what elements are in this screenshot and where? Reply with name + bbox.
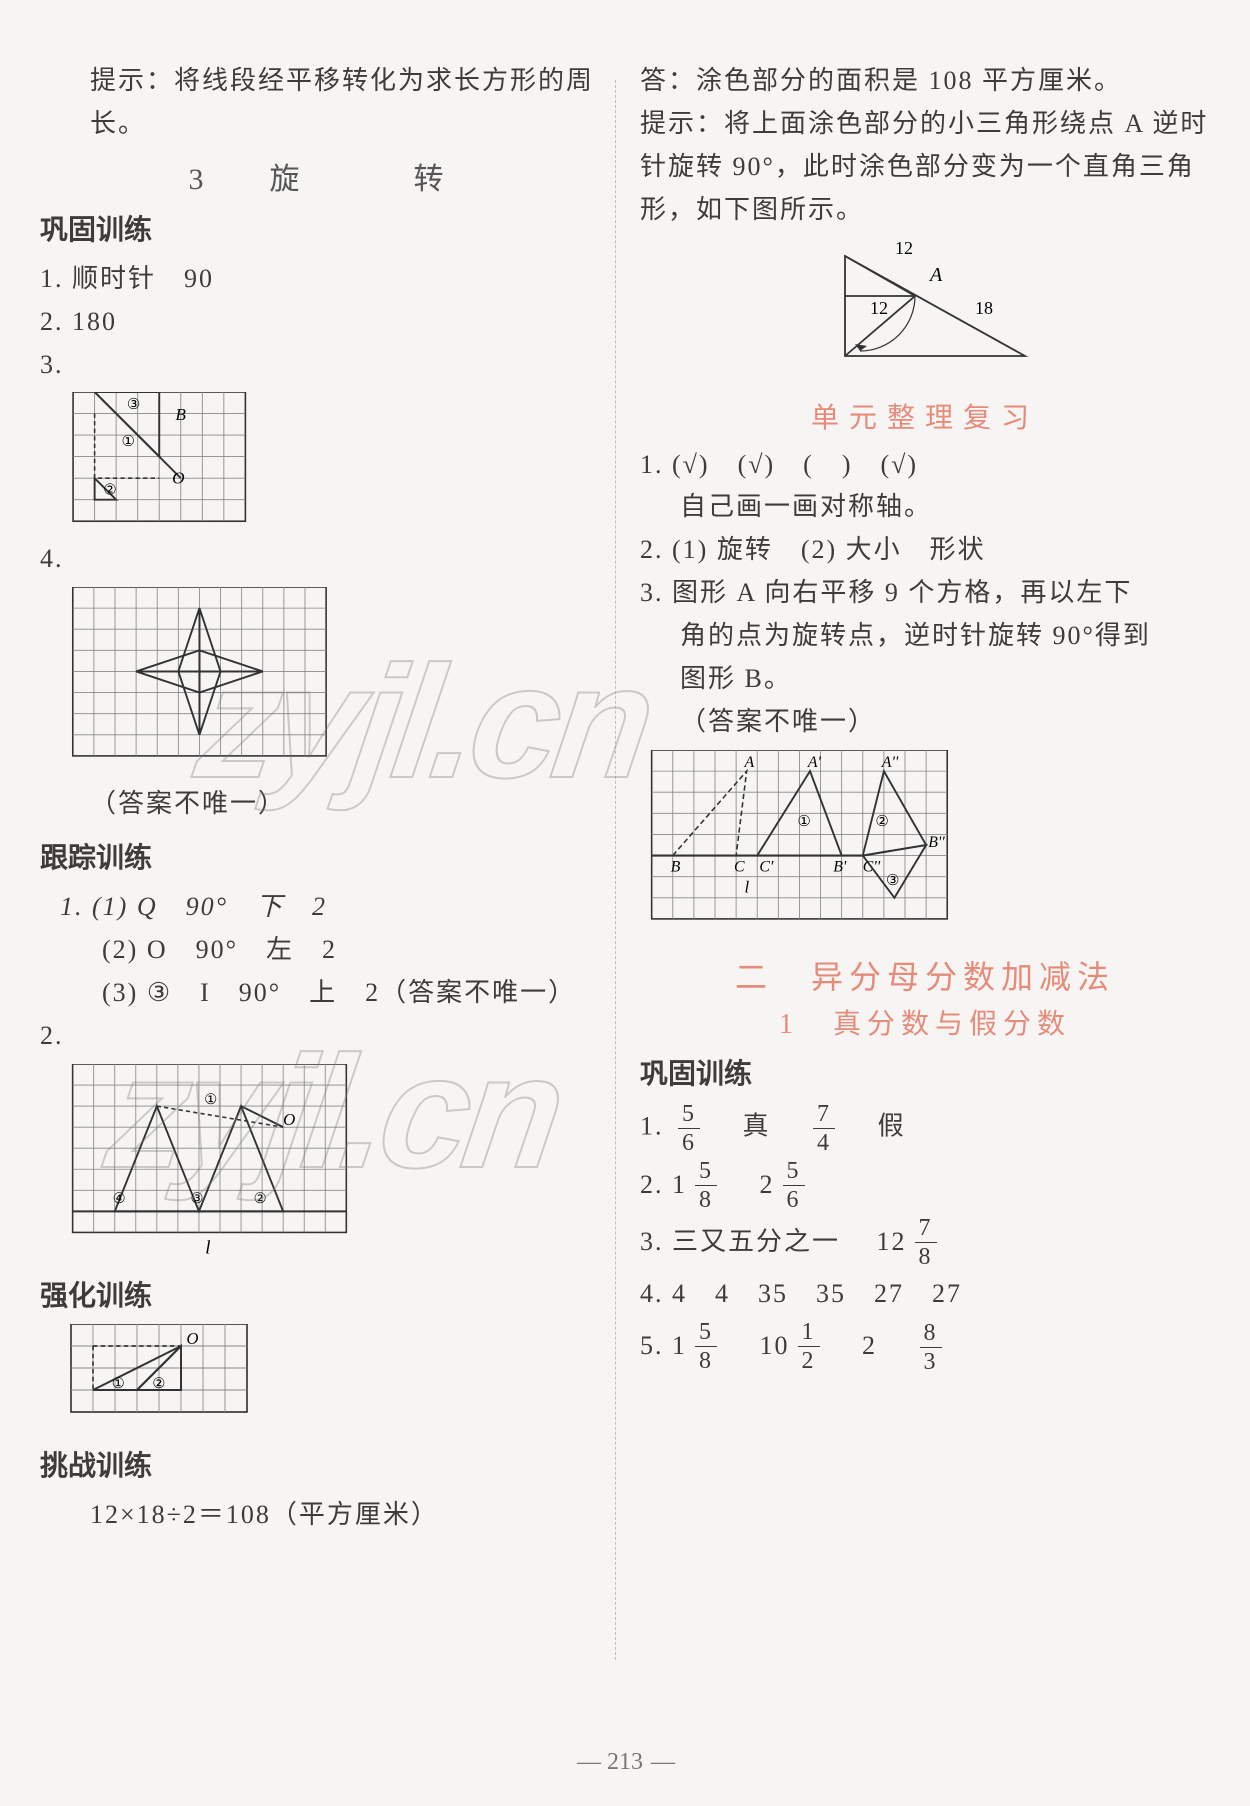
grid-qh: ① ② O: [70, 1324, 270, 1434]
r3c: 图形 B。: [640, 658, 1210, 701]
rq5: 5. 158 1012 2 83: [640, 1320, 1210, 1375]
t1-2: (2) O 90° 左 2: [40, 929, 610, 972]
svg-text:O: O: [187, 1329, 199, 1348]
r3d: （答案不唯一）: [640, 701, 1210, 744]
svg-text:C': C': [759, 858, 774, 875]
svg-text:B: B: [175, 405, 186, 424]
svg-text:①: ①: [797, 814, 810, 830]
r3b: 角的点为旋转点，逆时针旋转 90°得到: [640, 615, 1210, 658]
tz-calc: 12×18÷2＝108（平方厘米）: [40, 1494, 610, 1537]
triangle-diagram: 12 A 12 18: [795, 236, 1055, 386]
t1-1: 1. (1) Q 90° 下 2: [40, 886, 610, 929]
svg-text:③: ③: [886, 873, 899, 889]
page-footer: —213—: [0, 1749, 1250, 1776]
r-gonggu: 巩固训练: [640, 1052, 1210, 1092]
svg-text:A: A: [928, 264, 943, 286]
grid-q4: [70, 587, 350, 777]
grid-t2: ① O ④ ③ ② l: [70, 1064, 370, 1264]
svg-text:①: ①: [112, 1376, 125, 1392]
svg-text:A'': A'': [881, 754, 899, 771]
big-heading: 二 异分母分数加减法: [640, 952, 1210, 998]
t1-3: (3) ③ I 90° 上 2（答案不唯一）: [40, 972, 610, 1015]
section-3-title: 3 旋 转: [40, 154, 610, 198]
r3a: 3. 图形 A 向右平移 9 个方格，再以左下: [640, 572, 1210, 615]
r-ans1: 答：涂色部分的面积是 108 平方厘米。: [640, 60, 1210, 103]
q1: 1. 顺时针 90: [40, 258, 610, 301]
tip-text: 提示：将线段经平移转化为求长方形的周长。: [40, 60, 610, 146]
svg-text:12: 12: [870, 298, 888, 318]
svg-text:②: ②: [103, 483, 117, 499]
qianghua-heading: 强化训练: [40, 1274, 610, 1314]
r2: 2. (1) 旋转 (2) 大小 形状: [640, 529, 1210, 572]
svg-text:C'': C'': [863, 858, 881, 875]
svg-text:②: ②: [875, 814, 888, 830]
page-number: 213: [607, 1749, 643, 1775]
sub-heading: 1 真分数与假分数: [640, 1002, 1210, 1042]
svg-text:18: 18: [975, 298, 993, 318]
left-column: 提示：将线段经平移转化为求长方形的周长。 3 旋 转 巩固训练 1. 顺时针 9…: [40, 60, 610, 1537]
tip-line1: 提示：将线段经平移转化为求长方形的周长。: [90, 66, 594, 138]
rq2: 2. 158 256: [640, 1159, 1210, 1212]
gonggu-heading: 巩固训练: [40, 208, 610, 248]
svg-text:C: C: [734, 858, 745, 875]
column-divider: [615, 80, 616, 1660]
rq4: 4. 4 4 35 35 27 27: [640, 1273, 1210, 1316]
svg-text:①: ①: [204, 1092, 217, 1108]
svg-text:③: ③: [127, 398, 141, 414]
grid-q3: ③ B ① O ②: [70, 392, 270, 532]
q4-note: （答案不唯一）: [40, 783, 610, 826]
unit-review-title: 单元整理复习: [640, 396, 1210, 436]
q3-label: 3.: [40, 344, 610, 387]
genzong-heading: 跟踪训练: [40, 836, 610, 876]
svg-text:④: ④: [113, 1191, 126, 1207]
rq1: 1. 56 真 74 假: [640, 1102, 1210, 1155]
svg-text:O: O: [172, 469, 185, 488]
svg-text:A': A': [807, 754, 822, 771]
t2-label: 2.: [40, 1015, 610, 1058]
svg-text:B': B': [833, 858, 847, 875]
q2: 2. 180: [40, 301, 610, 344]
right-column: 答：涂色部分的面积是 108 平方厘米。 提示：将上面涂色部分的小三角形绕点 A…: [640, 60, 1210, 1537]
q4-label: 4.: [40, 538, 610, 581]
svg-text:B: B: [671, 858, 681, 875]
svg-text:l: l: [745, 877, 750, 896]
svg-text:12: 12: [895, 238, 913, 258]
r1b: 自己画一画对称轴。: [640, 486, 1210, 529]
grid-right: A A' A'' ① ② B'' B C C' B' C'' ③ l: [650, 750, 970, 940]
tiaozhan-heading: 挑战训练: [40, 1444, 610, 1484]
svg-text:A: A: [744, 754, 755, 771]
r1: 1. (√) (√) ( ) (√): [640, 444, 1210, 487]
svg-text:③: ③: [191, 1191, 204, 1207]
r-tip: 提示：将上面涂色部分的小三角形绕点 A 逆时针旋转 90°，此时涂色部分变为一个…: [640, 103, 1210, 232]
svg-text:①: ①: [122, 434, 136, 450]
svg-text:B'': B'': [928, 834, 945, 851]
svg-text:l: l: [205, 1237, 210, 1258]
svg-text:O: O: [283, 1110, 295, 1129]
svg-text:②: ②: [152, 1376, 165, 1392]
rq3: 3. 三又五分之一 1278: [640, 1216, 1210, 1269]
svg-text:②: ②: [254, 1191, 267, 1207]
